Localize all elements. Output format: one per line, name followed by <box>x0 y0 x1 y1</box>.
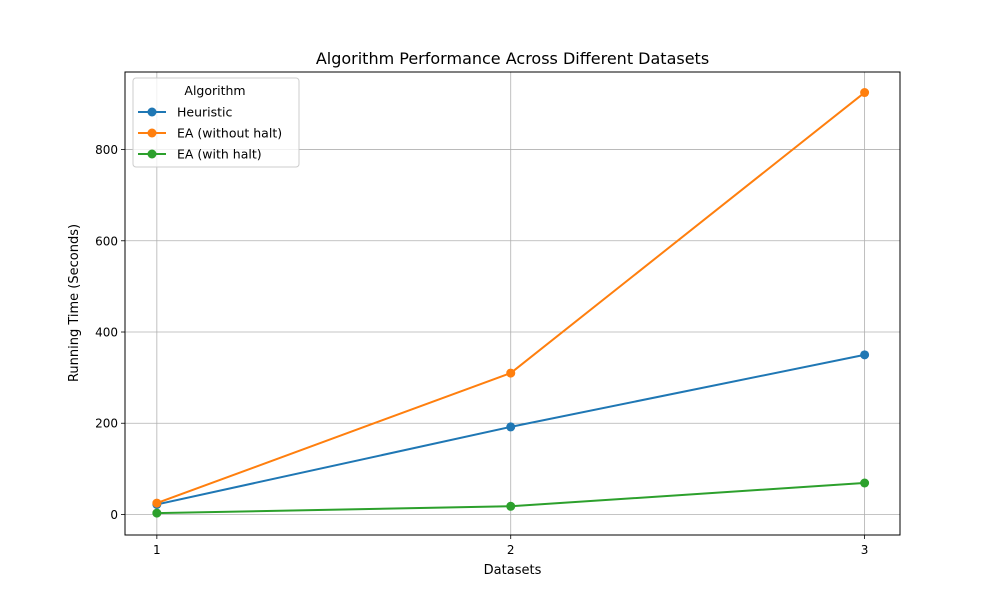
legend-marker <box>147 149 157 159</box>
y-tick-label: 0 <box>110 508 118 522</box>
y-tick-label: 400 <box>95 326 118 340</box>
series-2 <box>152 478 870 518</box>
axis-ticks: 1 2 3 0 200 400 600 800 <box>95 143 868 557</box>
legend-box <box>132 77 300 168</box>
data-point <box>860 478 870 488</box>
series-1 <box>152 88 870 508</box>
legend-item: EA (with halt) <box>138 147 262 162</box>
chart-title: Algorithm Performance Across Different D… <box>316 49 709 68</box>
data-point <box>152 498 162 508</box>
y-tick-label: 800 <box>95 143 118 157</box>
series-layer <box>152 88 870 518</box>
legend-label: EA (with halt) <box>177 147 262 162</box>
x-tick-label: 3 <box>861 543 869 557</box>
data-point <box>860 88 870 98</box>
y-tick-label: 600 <box>95 234 118 248</box>
x-tick-label: 2 <box>507 543 515 557</box>
legend-label: EA (without halt) <box>177 126 282 141</box>
legend-marker <box>147 128 157 138</box>
legend-title: Algorithm <box>184 83 245 98</box>
y-axis-label: Running Time (Seconds) <box>67 224 82 382</box>
legend-label: Heuristic <box>177 105 233 120</box>
plot-area-frame <box>124 71 901 536</box>
data-point <box>860 350 870 360</box>
data-point <box>152 508 162 518</box>
legend-item: Heuristic <box>138 105 233 120</box>
legend-item: EA (without halt) <box>138 126 282 141</box>
y-tick-label: 200 <box>95 417 118 431</box>
data-point <box>506 368 516 378</box>
legend-items: Heuristic EA (without halt) EA (with halt) <box>138 105 282 162</box>
data-point <box>506 422 516 432</box>
legend: Algorithm Heuristic EA (without halt) EA (… <box>132 77 300 168</box>
data-point <box>506 501 516 511</box>
x-tick-label: 1 <box>153 543 161 557</box>
legend-marker <box>147 107 157 117</box>
x-axis-label: Datasets <box>484 563 542 578</box>
